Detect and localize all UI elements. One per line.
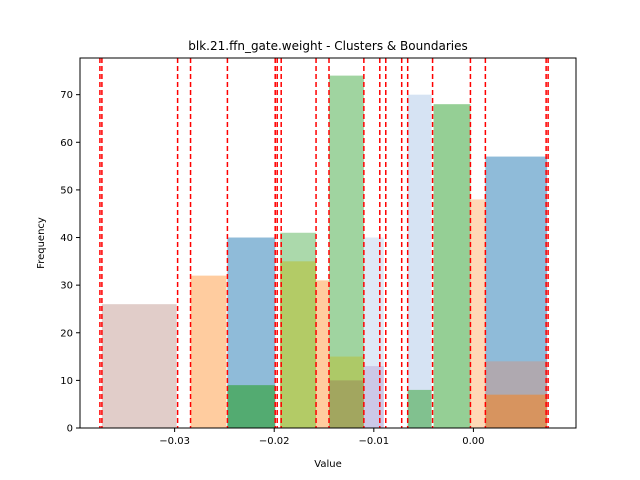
x-tick-label: −0.03: [159, 436, 190, 447]
y-tick-label: 0: [67, 424, 73, 435]
y-tick-label: 40: [60, 233, 73, 244]
histogram-bar: [316, 280, 329, 428]
histogram-bar: [101, 304, 177, 428]
x-axis: −0.03 −0.02 −0.01 0.00: [159, 428, 485, 447]
y-tick-label: 60: [60, 138, 73, 149]
x-tick-label: −0.02: [259, 436, 290, 447]
histogram-bar: [470, 199, 486, 428]
histogram-bar: [407, 389, 432, 428]
histogram-bar: [190, 275, 227, 428]
histogram-bar: [227, 385, 276, 428]
plot-frame: [79, 57, 577, 429]
histogram-bar: [329, 75, 364, 429]
histogram-bar: [329, 356, 364, 428]
y-tick-label: 70: [60, 90, 73, 101]
bars-layer: [101, 75, 548, 429]
boundary-layer: [99, 58, 549, 428]
y-tick-label: 30: [60, 281, 73, 292]
chart-title: blk.21.ffn_gate.weight - Clusters & Boun…: [188, 39, 467, 53]
histogram-bar: [329, 380, 364, 428]
histogram-bar: [485, 394, 548, 428]
x-tick-label: 0.00: [462, 436, 484, 447]
histogram-bar: [407, 94, 432, 429]
y-tick-label: 20: [60, 328, 73, 339]
histogram-bar: [363, 366, 384, 428]
histogram-bar: [280, 261, 317, 428]
x-axis-label: Value: [314, 459, 341, 470]
y-axis-label: Frequency: [36, 217, 47, 269]
y-axis: 0 10 20 30 40 50 60 70: [60, 90, 80, 435]
x-tick-label: −0.01: [358, 436, 389, 447]
histogram-bar: [433, 104, 471, 428]
histogram-bar: [363, 237, 384, 428]
y-tick-label: 50: [60, 185, 73, 196]
y-tick-label: 10: [60, 376, 73, 387]
